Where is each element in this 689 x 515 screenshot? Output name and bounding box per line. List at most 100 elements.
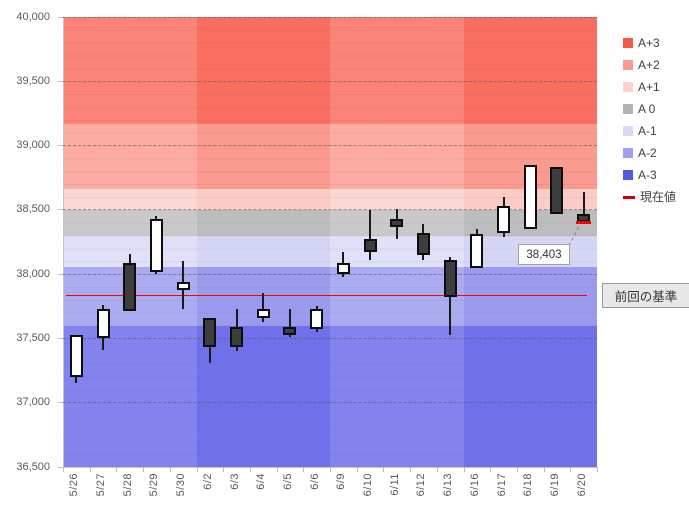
x-axis-label-6-20: 6/20 [575, 473, 588, 497]
price-band-A-2 [330, 267, 464, 326]
y-axis-label-39,000: 39,000 [16, 139, 50, 152]
legend-item-A+3: A+3 [623, 37, 676, 49]
baseline-label-box: 前回の基準 [602, 283, 689, 308]
price-band-A-1 [196, 236, 330, 268]
legend-item-A+1: A+1 [623, 81, 676, 93]
x-axis-label-5-28: 5/28 [121, 473, 134, 497]
candle-body-5/26 [69, 334, 83, 377]
candle-body-6/19 [550, 167, 564, 214]
price-band-A-1 [330, 236, 464, 268]
price-band-A+2 [196, 123, 330, 190]
candle-body-6/5 [283, 326, 297, 335]
legend-swatch-icon [623, 170, 633, 180]
candle-body-6/3 [230, 326, 244, 348]
current-value-marker [576, 221, 592, 225]
x-axis-label-5-30: 5/30 [175, 473, 188, 497]
legend-swatch-icon [623, 148, 633, 158]
x-axis-label-6-16: 6/16 [468, 473, 481, 497]
y-axis-label-39,500: 39,500 [16, 74, 50, 87]
candle-body-5/29 [149, 218, 163, 272]
legend-item-label: 現在値 [640, 190, 677, 204]
legend: A+3 A+2 A+1 A 0 A-1 A-2 A-3 現在値 [623, 37, 676, 203]
legend-item-label: A+1 [638, 80, 660, 94]
price-band-A+3 [196, 17, 330, 124]
legend-item-A-2: A-2 [623, 147, 676, 159]
y-axis-label-38,500: 38,500 [16, 203, 50, 216]
y-axis-label-36,500: 36,500 [16, 460, 50, 473]
x-axis-label-6-11: 6/11 [388, 473, 401, 496]
legend-item-A-1: A-1 [623, 125, 676, 137]
current-value-text: 38,403 [526, 248, 562, 261]
x-axis-label-6-12: 6/12 [415, 473, 428, 497]
candle-body-6/16 [470, 234, 484, 268]
legend-dash-icon [623, 195, 635, 199]
candle-body-6/18 [523, 164, 537, 230]
candle-body-5/28 [123, 262, 137, 312]
x-axis-label-6-9: 6/9 [335, 473, 348, 490]
x-axis-tick [597, 467, 598, 472]
major-gridline-37000 [63, 402, 597, 404]
legend-item-label: A+3 [638, 36, 660, 50]
x-axis-tick [543, 467, 545, 472]
x-axis-label-6-3: 6/3 [228, 473, 241, 490]
x-axis-tick [63, 467, 64, 472]
y-axis-tick [58, 80, 63, 82]
x-axis-label-5-26: 5/26 [68, 473, 81, 497]
candle-body-6/17 [497, 206, 511, 233]
x-axis-tick [169, 467, 171, 472]
x-axis-label-6-17: 6/17 [495, 473, 508, 497]
legend-item-label: A 0 [638, 102, 656, 116]
y-axis-tick [58, 209, 63, 211]
price-band-A+1 [63, 189, 197, 210]
x-axis-tick [410, 467, 412, 472]
legend-item-A-3: A-3 [623, 169, 676, 181]
y-axis-label-37,500: 37,500 [16, 331, 50, 344]
price-band-A+1 [330, 189, 464, 210]
major-gridline-38000 [63, 273, 597, 275]
x-axis-label-6-18: 6/18 [522, 473, 535, 497]
x-axis-tick [196, 467, 198, 472]
legend-swatch-icon [623, 38, 633, 48]
major-gridline-40000 [63, 16, 597, 18]
price-band-A-3 [463, 325, 597, 467]
price-band-A+3 [463, 17, 597, 124]
minor-gridlines [63, 17, 597, 467]
y-axis-label-40,000: 40,000 [16, 10, 50, 23]
candle-body-6/13 [443, 260, 457, 298]
price-band-A0 [63, 209, 197, 237]
x-axis-tick [223, 467, 225, 472]
candle-body-6/6 [310, 308, 324, 330]
baseline-label-text: 前回の基準 [614, 290, 678, 304]
candle-body-6/2 [203, 317, 217, 348]
candle-body-5/30 [176, 281, 190, 290]
current-value-callout: 38,403 [518, 244, 570, 265]
legend-swatch-icon [623, 126, 633, 136]
price-band-A-2 [463, 267, 597, 326]
x-axis-tick [249, 467, 251, 472]
price-band-A-3 [196, 325, 330, 467]
legend-item-現在値: 現在値 [623, 191, 676, 203]
x-axis-tick [116, 467, 118, 472]
candle-body-6/12 [416, 233, 430, 255]
price-band-A+3 [63, 17, 197, 124]
legend-item-label: A+2 [638, 58, 660, 72]
y-axis-tick [58, 273, 63, 275]
x-axis-label-6-4: 6/4 [255, 473, 268, 490]
x-axis-label-6-10: 6/10 [362, 473, 375, 497]
y-axis-label-38,000: 38,000 [16, 267, 50, 280]
legend-item-A 0: A 0 [623, 103, 676, 115]
x-axis-tick [436, 467, 438, 472]
legend-swatch-icon [623, 82, 633, 92]
candle-wick-6/10 [369, 209, 372, 260]
x-axis-tick [356, 467, 358, 472]
y-axis-tick [58, 16, 63, 18]
major-gridline-38500 [63, 209, 597, 211]
y-axis-tick [58, 145, 63, 147]
baseline-line [66, 294, 587, 296]
price-band-A+2 [63, 123, 197, 190]
price-band-A-3 [63, 325, 197, 467]
plot-area [63, 16, 597, 467]
candle-body-6/11 [390, 218, 404, 227]
x-axis-label-6-2: 6/2 [201, 473, 214, 490]
price-band-A+2 [330, 123, 464, 190]
